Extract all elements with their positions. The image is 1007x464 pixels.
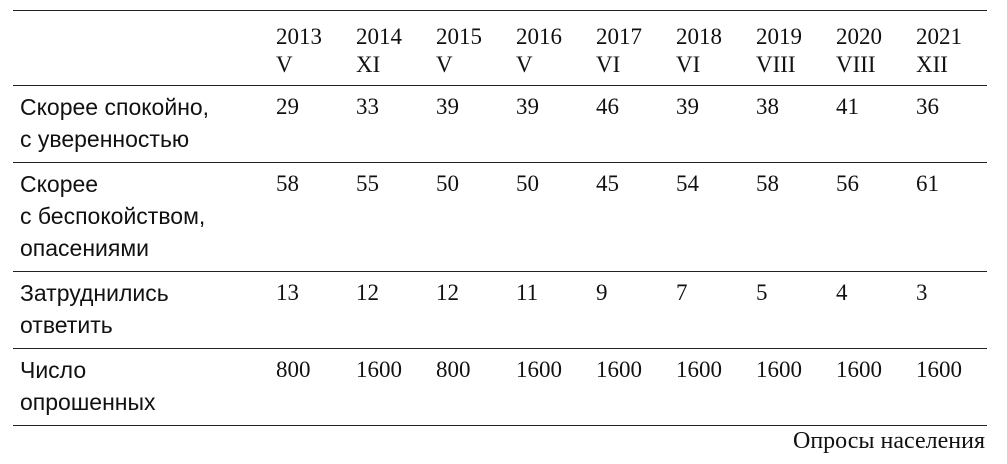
column-year: 2017: [596, 24, 642, 49]
column-year: 2020: [836, 24, 882, 49]
column-month: VIII: [836, 52, 876, 77]
cell-value: 800: [436, 357, 471, 382]
cell-value: 800: [276, 357, 311, 382]
cell-value: 1600: [756, 357, 802, 382]
cell-value: 39: [436, 94, 459, 119]
column-month: V: [436, 52, 453, 77]
cell-value: 1600: [676, 357, 722, 382]
cell-value: 41: [836, 94, 859, 119]
cell-value: 50: [436, 171, 459, 196]
cell-value: 61: [916, 171, 939, 196]
row-label: ответить: [20, 312, 113, 338]
cell-value: 56: [836, 171, 859, 196]
cell-value: 11: [516, 280, 539, 305]
column-month: VI: [596, 52, 621, 77]
cell-value: 36: [916, 94, 939, 119]
row-label: с уверенностью: [20, 126, 190, 152]
cell-value: 1600: [916, 357, 962, 382]
row-label: Число: [20, 357, 87, 383]
cell-value: 3: [916, 280, 928, 305]
rule: [13, 162, 987, 163]
column-month: XI: [356, 52, 381, 77]
column-year: 2019: [756, 24, 802, 49]
cell-value: 13: [276, 280, 299, 305]
cell-value: 45: [596, 171, 619, 196]
column-year: 2015: [436, 24, 482, 49]
cell-value: 55: [356, 171, 379, 196]
row-label: Скорее: [20, 171, 99, 197]
row-label: опасениями: [20, 235, 149, 261]
cell-value: 12: [436, 280, 459, 305]
row-label: опрошенных: [20, 389, 156, 415]
cell-value: 58: [756, 171, 779, 196]
cell-value: 1600: [516, 357, 562, 382]
cell-value: 12: [356, 280, 379, 305]
cell-value: 4: [836, 280, 848, 305]
cell-value: 39: [516, 94, 539, 119]
column-year: 2021: [916, 24, 962, 49]
rule: [13, 425, 987, 426]
cell-value: 54: [676, 171, 699, 196]
cell-value: 58: [276, 171, 299, 196]
cell-value: 46: [596, 94, 619, 119]
cell-value: 1600: [836, 357, 882, 382]
rule: [13, 85, 987, 86]
rule: [13, 271, 987, 272]
column-month: VIII: [756, 52, 796, 77]
cell-value: 5: [756, 280, 768, 305]
column-year: 2018: [676, 24, 722, 49]
cell-value: 29: [276, 94, 299, 119]
column-month: VI: [676, 52, 701, 77]
rule: [13, 10, 987, 11]
row-label: Затруднились: [20, 280, 169, 306]
column-month: V: [516, 52, 533, 77]
column-month: V: [276, 52, 293, 77]
column-year: 2013: [276, 24, 322, 49]
column-month: XII: [916, 52, 948, 77]
cell-value: 7: [676, 280, 688, 305]
cell-value: 1600: [596, 357, 642, 382]
cell-value: 50: [516, 171, 539, 196]
column-year: 2014: [356, 24, 402, 49]
source-note: Опросы населения: [793, 428, 985, 454]
row-label: Скорее спокойно,: [20, 94, 210, 120]
cell-value: 33: [356, 94, 379, 119]
cell-value: 38: [756, 94, 779, 119]
cell-value: 1600: [356, 357, 402, 382]
column-year: 2016: [516, 24, 562, 49]
row-label: с беспокойством,: [20, 203, 206, 229]
cell-value: 9: [596, 280, 608, 305]
cell-value: 39: [676, 94, 699, 119]
rule: [13, 348, 987, 349]
